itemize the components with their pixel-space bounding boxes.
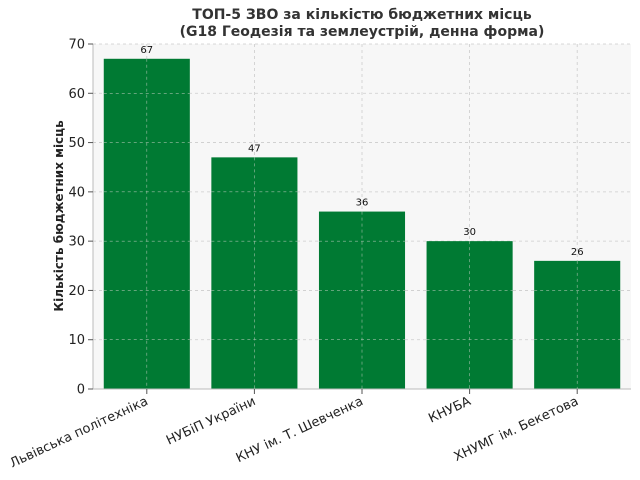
- data-label: 36: [356, 198, 369, 209]
- y-tick-label: 40: [68, 185, 85, 200]
- x-tick-label: Львівська політехніка: [8, 394, 151, 471]
- y-ticks: 0 10 20 30 40 50 60 70: [68, 38, 93, 398]
- y-tick-label: 10: [68, 333, 85, 348]
- data-label: 30: [463, 227, 476, 238]
- y-tick-label: 70: [68, 38, 85, 53]
- data-label: 26: [571, 247, 584, 258]
- chart-title-line1: ТОП-5 ЗВО за кількістю бюджетних місць: [192, 7, 532, 23]
- y-tick-label: 60: [68, 87, 85, 102]
- data-label: 47: [248, 143, 261, 154]
- chart-title-line2: (G18 Геодезія та землеустрій, денна форм…: [180, 24, 545, 40]
- y-axis-label: Кількість бюджетних місць: [52, 120, 66, 312]
- data-label: 67: [140, 45, 153, 56]
- x-tick-label: КНУБА: [426, 394, 473, 427]
- bars: [103, 58, 621, 390]
- bar: [534, 260, 621, 389]
- y-tick-label: 30: [68, 235, 85, 250]
- y-tick-label: 50: [68, 136, 85, 151]
- x-tick-label: НУБіП України: [164, 394, 258, 448]
- y-tick-label: 0: [77, 383, 85, 398]
- y-tick-label: 20: [68, 284, 85, 299]
- data-labels: 67 47 36 30 26: [140, 45, 583, 258]
